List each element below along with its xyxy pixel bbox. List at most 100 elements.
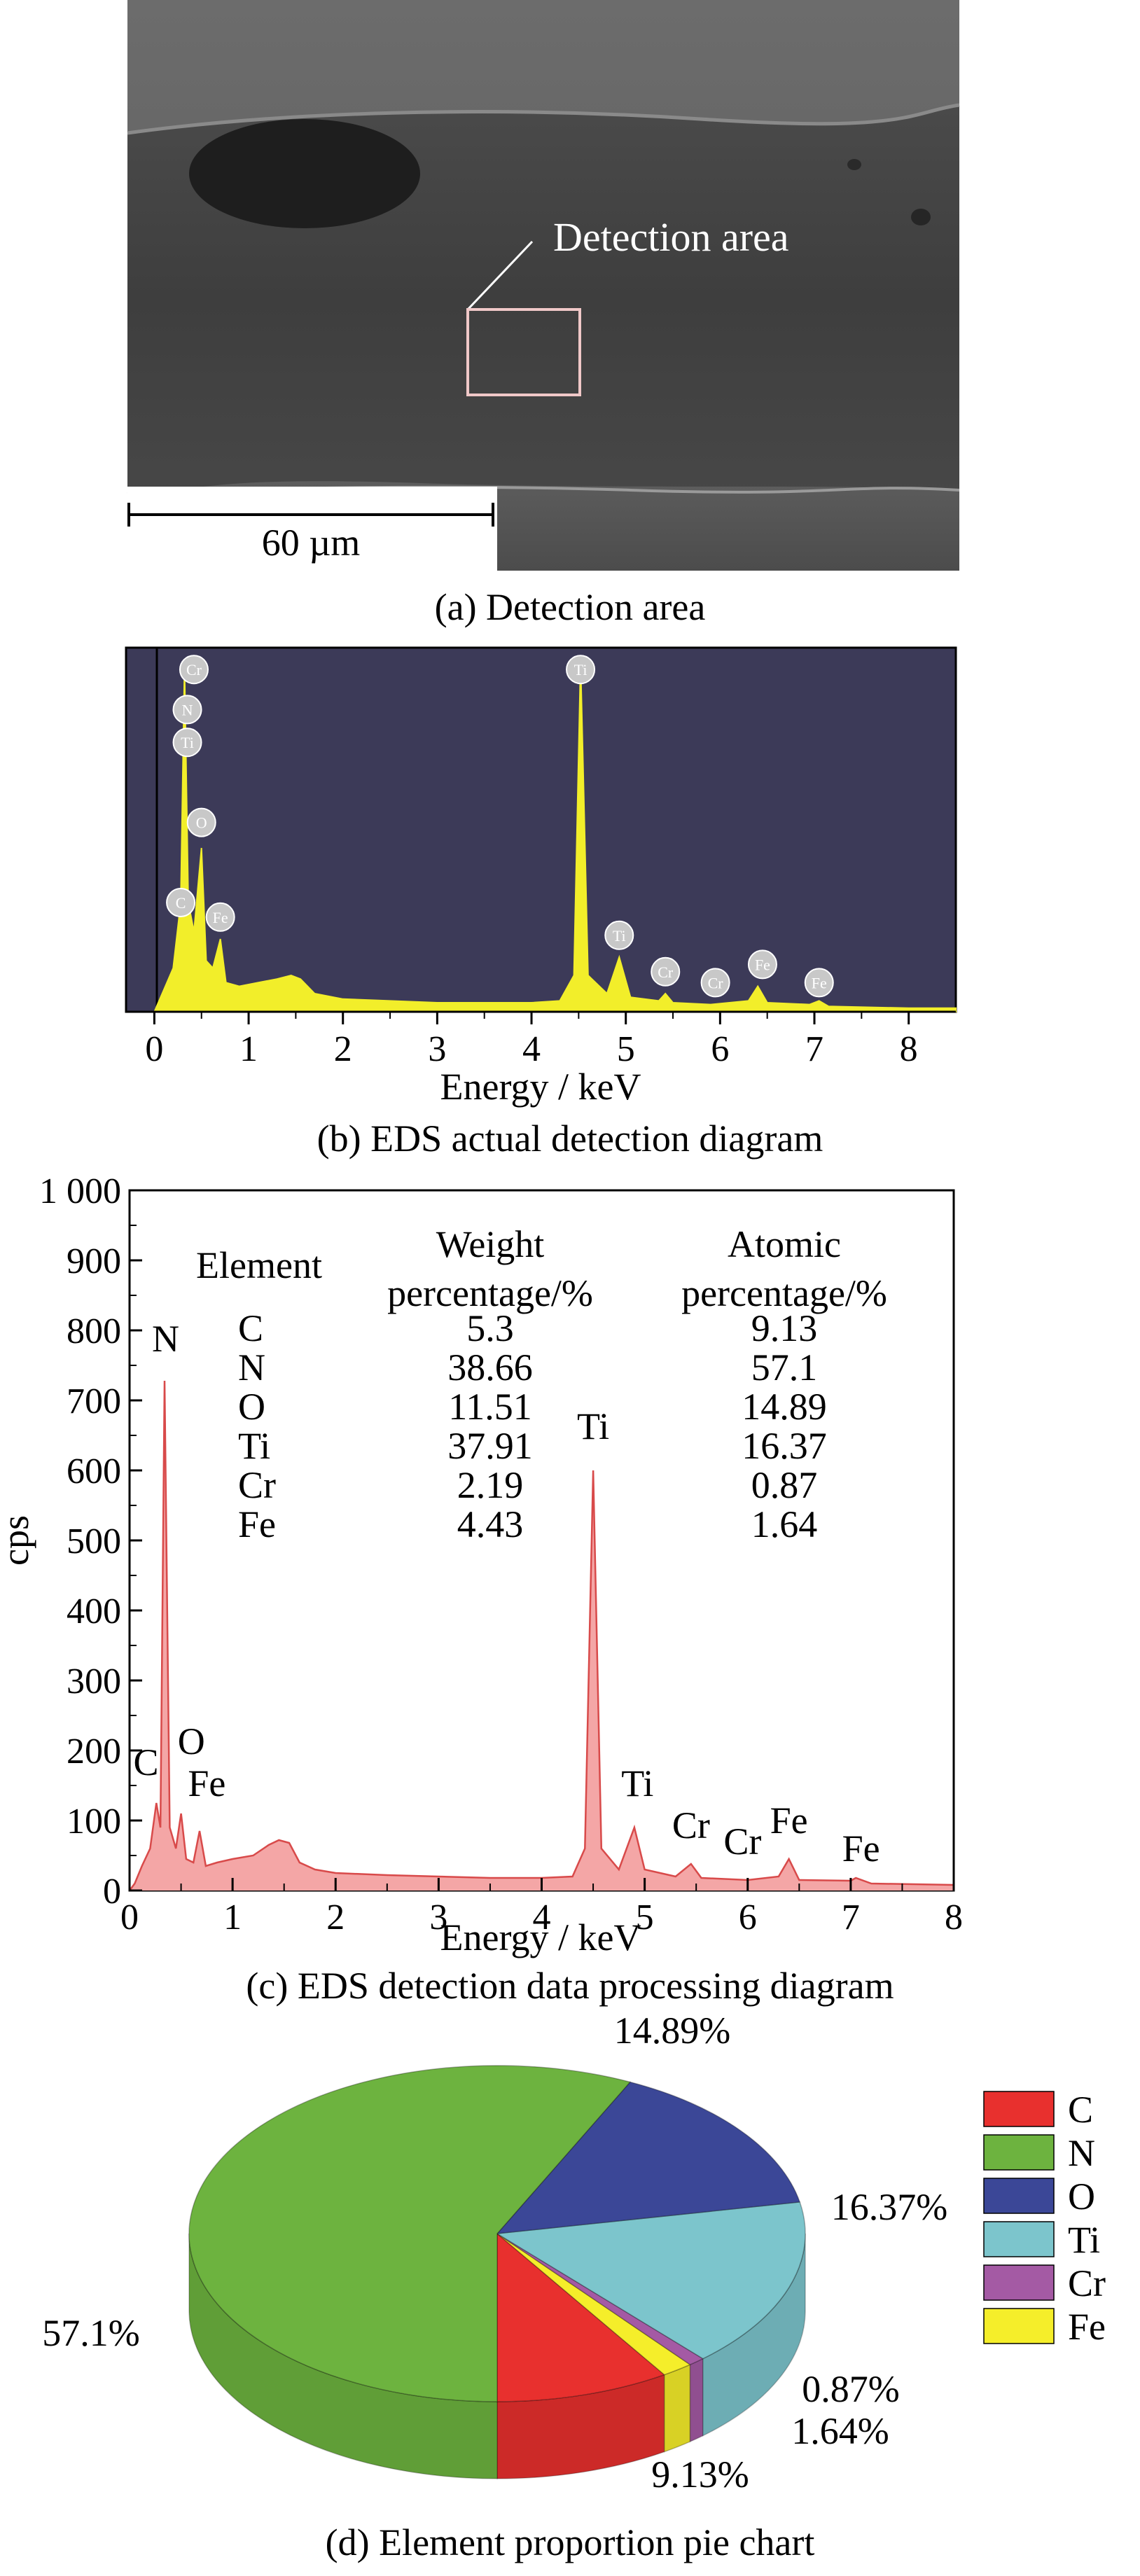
eds-raw-spectrum [126, 662, 957, 1012]
eds-processed-ytick-label: 100 [67, 1802, 121, 1842]
pie-value-label-fe: 1.64% [791, 2410, 889, 2452]
eds-raw-chart: Cr N Ti O C Fe Ti Ti Cr Cr Fe Fe 0 1 2 3 4 5 6 7 8 Energy /… [125, 646, 957, 1108]
eds-processed-xtick-label: 8 [945, 1898, 963, 1937]
table-cell: Cr [238, 1464, 276, 1506]
eds-processed-xtick-label: 7 [842, 1898, 860, 1937]
eds-raw-peak-marker-label: Fe [812, 974, 827, 991]
legend-swatch [983, 2178, 1055, 2214]
pie-slice-o [496, 2081, 801, 2234]
legend-label: Cr [1068, 2262, 1106, 2304]
pie-sides [188, 2233, 806, 2479]
legend-label: Ti [1068, 2219, 1100, 2261]
eds-raw-peak-marker-label: Cr [186, 661, 202, 678]
detection-area-callout: Detection area [553, 214, 789, 260]
table-cell: 5.3 [466, 1307, 514, 1349]
eds-raw-peak-marker-fe: Fe [747, 949, 777, 980]
table-header: Weight [436, 1223, 545, 1265]
legend-swatch [983, 2221, 1055, 2257]
table-cell: 1.64 [751, 1503, 818, 1545]
pie-slice-n [188, 2065, 632, 2402]
eds-processed-peak-label: Ti [621, 1762, 653, 1804]
table-cell: 9.13 [751, 1307, 818, 1349]
table-cell: 16.37 [742, 1425, 827, 1467]
table-cell: 14.89 [742, 1386, 827, 1428]
eds-raw-peak-marker-fe: Fe [205, 902, 235, 932]
eds-processed-xtick-label: 1 [223, 1898, 242, 1937]
table-cell: 57.1 [751, 1346, 818, 1388]
eds-raw-peak-marker-label: N [182, 701, 193, 718]
eds-raw-xtick-label: 5 [617, 1029, 635, 1069]
eds-raw-xtick-label: 2 [334, 1029, 352, 1069]
table-cell: 0.87 [751, 1464, 818, 1506]
eds-processed-peak-label: Fe [842, 1827, 880, 1870]
table-cell: N [238, 1346, 265, 1388]
scale-bar: 60 µm [127, 503, 494, 564]
table-cell: O [238, 1386, 265, 1428]
eds-processed-xlabel: Energy / keV [440, 1916, 641, 1958]
pie-value-label-o: 14.89% [614, 2017, 730, 2052]
legend-swatch [983, 2134, 1055, 2171]
eds-processed-xtick-label: 4 [533, 1898, 551, 1937]
caption-b: (b) EDS actual detection diagram [317, 1118, 823, 1160]
caption-a: (a) Detection area [434, 586, 706, 628]
scale-bar-label: 60 µm [262, 522, 361, 564]
eds-processed-ytick-label: 1 000 [39, 1171, 121, 1211]
eds-raw-xtick-label: 3 [428, 1029, 446, 1069]
pie-slice-c [496, 2232, 666, 2402]
eds-processed-peak-label: Cr [672, 1804, 710, 1846]
detection-area-box [466, 308, 581, 396]
eds-raw-xlabel: Energy / keV [440, 1066, 641, 1108]
pie-slice-cr [496, 2233, 704, 2365]
table-cell: Ti [238, 1425, 270, 1467]
eds-raw-peak-marker-label: O [196, 814, 207, 832]
eds-raw-peak-marker-label: Fe [213, 909, 228, 926]
eds-raw-peak-marker-label: Ti [613, 927, 626, 945]
pie-tops [188, 2065, 806, 2402]
eds-raw-xtick-label: 6 [711, 1029, 729, 1069]
eds-raw-peak-marker-label: Cr [708, 974, 724, 991]
eds-processed-xtick-label: 5 [636, 1898, 654, 1937]
eds-raw-xtick-label: 8 [900, 1029, 918, 1069]
eds-processed-peak-label: Fe [188, 1762, 225, 1804]
eds-processed-ylabel: cps [0, 1515, 36, 1566]
eds-raw-xtick-label: 0 [145, 1029, 163, 1069]
eds-processed-ytick-label: 600 [67, 1451, 121, 1491]
eds-raw-peak-marker-n: N [172, 695, 202, 725]
table-cell: 11.51 [448, 1386, 532, 1428]
table-cell: Fe [238, 1503, 276, 1545]
legend-swatch [983, 2091, 1055, 2127]
table-cell: 37.91 [447, 1425, 533, 1467]
eds-processed-xtick-label: 0 [120, 1898, 139, 1937]
eds-raw-peak-marker-label: C [176, 894, 186, 912]
eds-raw-xtick-label: 1 [239, 1029, 258, 1069]
eds-raw-plot-area [125, 646, 957, 1013]
table-cell: 2.19 [457, 1464, 524, 1506]
legend-item-c: C [983, 2089, 1093, 2131]
table-header: Element [196, 1244, 322, 1286]
eds-processed-peak-label: N [152, 1318, 179, 1360]
eds-raw-peak-marker-cr: Cr [651, 956, 681, 987]
table-header: percentage/% [387, 1272, 593, 1314]
eds-raw-peak-marker-label: Cr [658, 963, 674, 981]
eds-processed-plot-area [128, 1189, 955, 1892]
pie-value-label-cr: 0.87% [802, 2368, 899, 2410]
eds-processed-xtick-label: 3 [429, 1898, 447, 1937]
eds-raw-peak-marker-ti: Ti [566, 655, 596, 685]
element-pie-chart: 9.13% 1.64%0.87% 16.37% 14.89% 57.1% CNOTiCr… [42, 2017, 1106, 2495]
legend-swatch [983, 2308, 1055, 2344]
eds-processed-ytick-label: 400 [67, 1592, 121, 1631]
eds-processed-line [128, 1380, 954, 1891]
eds-raw-xtick-label: 4 [522, 1029, 541, 1069]
legend-item-n: N [983, 2132, 1095, 2174]
legend-label: Fe [1068, 2306, 1106, 2348]
legend-label: C [1068, 2089, 1093, 2131]
pie-value-label-c: 9.13% [651, 2453, 749, 2495]
legend-label: O [1068, 2175, 1095, 2218]
eds-raw-peak-marker-label: Ti [181, 734, 194, 751]
eds-processed-ytick-label: 0 [103, 1872, 121, 1912]
caption-c: (c) EDS detection data processing diagra… [246, 1965, 894, 2007]
pie-side-cr [689, 2358, 704, 2443]
table-header: percentage/% [681, 1272, 887, 1314]
